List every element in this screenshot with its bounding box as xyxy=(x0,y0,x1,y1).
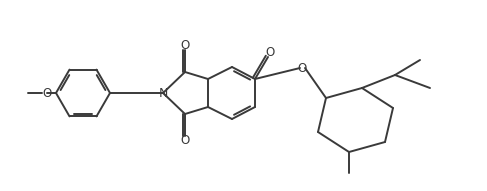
Text: O: O xyxy=(42,87,52,100)
Text: O: O xyxy=(298,62,307,74)
Text: N: N xyxy=(158,87,168,100)
Text: O: O xyxy=(180,134,189,147)
Text: O: O xyxy=(180,39,189,52)
Text: O: O xyxy=(265,45,275,58)
